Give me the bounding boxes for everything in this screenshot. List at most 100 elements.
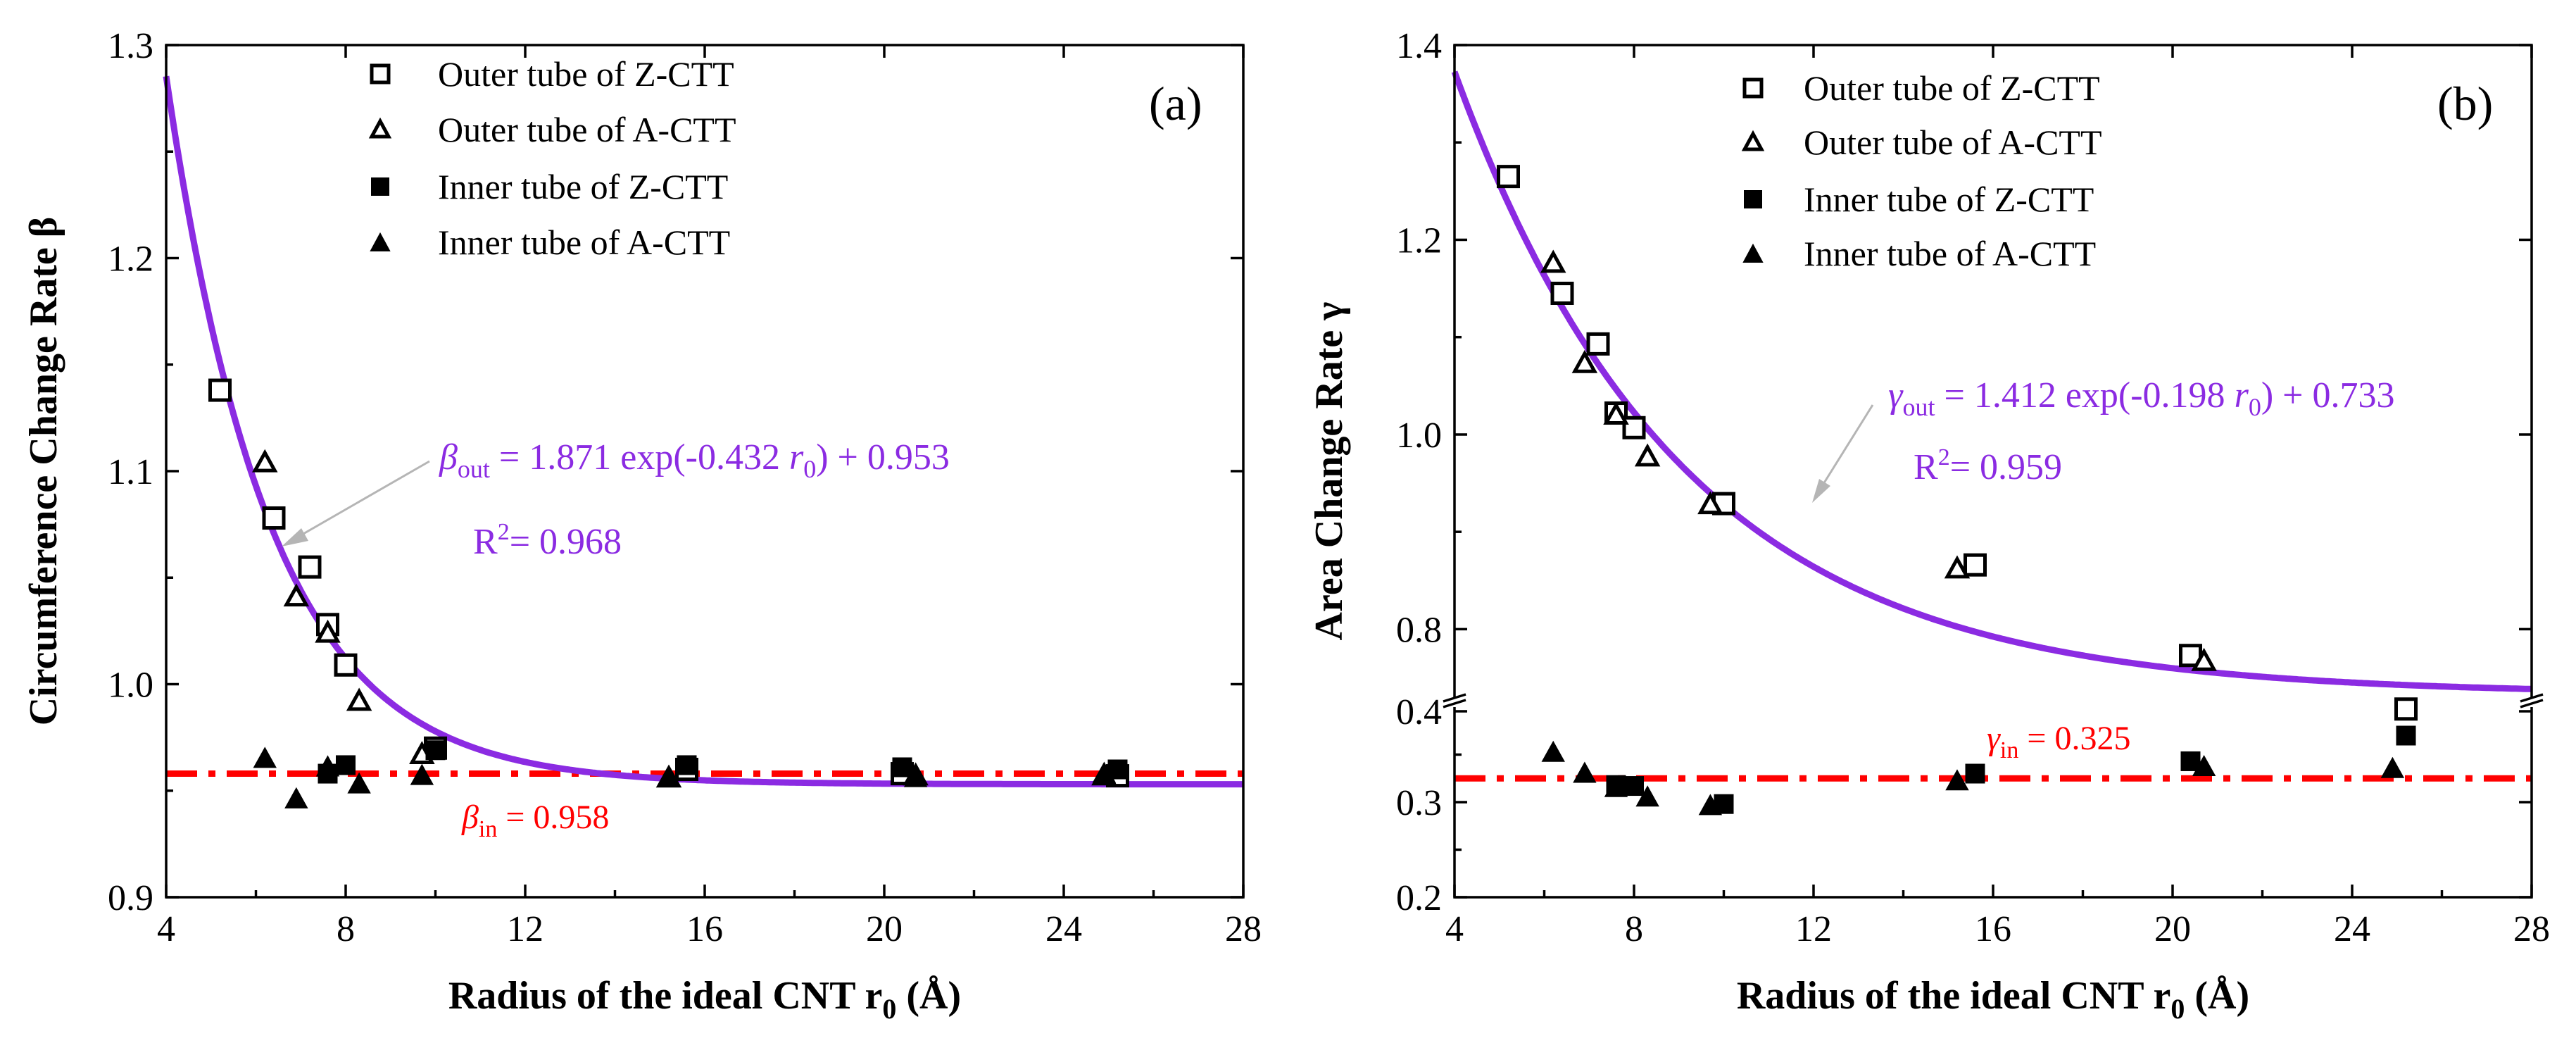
legend-a: Outer tube of Z-CTT Outer tube of A-CTT …	[368, 54, 736, 262]
data-point-filled-square	[677, 755, 697, 775]
panel-label-a: (a)	[1149, 77, 1202, 130]
x-tick-label: 8	[337, 909, 355, 949]
data-point-filled-square	[1624, 776, 1644, 797]
eq-body: = 1.412 exp(-0.198	[1935, 375, 2235, 416]
x-tick-label: 28	[2513, 909, 2550, 949]
annotation-arrow-b	[1816, 404, 1874, 494]
legend-label: Outer tube of A-CTT	[1804, 123, 2102, 162]
x-tick-label: 20	[866, 909, 903, 949]
data-point-open-square	[2394, 697, 2418, 721]
r2-exponent: 2	[1938, 444, 1950, 470]
eq-r-subscript: 0	[2249, 393, 2261, 421]
data-point-open-square	[262, 506, 286, 530]
y-tick-label: 1.0	[108, 666, 153, 706]
data-point-open-square	[1712, 492, 1735, 516]
r2-value: = 0.968	[510, 522, 622, 562]
x-axis-label-sub: 0	[2170, 993, 2185, 1025]
x-axis-label-main: Radius of the ideal CNT r	[448, 974, 883, 1018]
data-point-filled-square	[2180, 751, 2201, 771]
y-tick-label: 1.3	[108, 26, 153, 66]
data-point-filled-triangle	[1541, 740, 1565, 762]
axis-break-mark	[2520, 693, 2544, 703]
y-axis-label-b: Area Change Rate γ	[1307, 302, 1351, 641]
data-point-filled-triangle	[253, 747, 277, 768]
x-tick-label: 16	[1975, 909, 2011, 949]
data-point-filled-square	[336, 755, 356, 775]
legend-b: Outer tube of Z-CTT Outer tube of A-CTT …	[1741, 68, 2102, 273]
legend-marker-open-triangle	[368, 117, 392, 139]
x-axis-label-b: Radius of the ideal CNT r0 (Å)	[1737, 974, 2249, 1025]
data-point-filled-triangle	[2192, 754, 2216, 777]
legend-marker-open-triangle	[1741, 130, 1765, 151]
data-point-open-square	[1622, 416, 1646, 439]
legend-marker-open-square	[370, 63, 391, 85]
legend-marker-filled-triangle	[370, 232, 391, 251]
r2-exponent: 2	[498, 519, 510, 545]
x-axis-label-sub: 0	[882, 993, 896, 1025]
plot-frame-b	[1453, 44, 2533, 899]
r-squared-b: R2= 0.959	[1914, 444, 2062, 487]
axis-break-mark	[1443, 693, 1466, 703]
data-point-filled-triangle	[1573, 761, 1597, 783]
data-point-open-square	[208, 378, 232, 402]
x-tick-label: 12	[507, 909, 544, 949]
data-point-open-square	[1586, 332, 1610, 356]
y-tick-label: 0.2	[1396, 878, 1442, 918]
data-point-filled-triangle	[657, 766, 681, 787]
data-point-filled-triangle	[1945, 769, 1969, 791]
data-point-filled-triangle	[1698, 794, 1723, 816]
const-label-b: γin = 0.325	[1987, 720, 2130, 763]
plot-frame-a	[165, 44, 1245, 899]
eq-body: = 1.871 exp(-0.432	[490, 437, 789, 477]
eq-end: ) + 0.733	[2261, 375, 2395, 416]
r2-label: R	[1914, 447, 1938, 487]
eq-r-subscript: 0	[803, 455, 816, 483]
data-point-filled-square	[1714, 794, 1734, 814]
y-tick-label: 0.8	[1396, 610, 1442, 650]
legend-label: Outer tube of Z-CTT	[1804, 68, 2100, 108]
y-tick-label: 0.4	[1396, 692, 1442, 732]
data-point-open-square	[1964, 553, 1987, 577]
data-point-open-triangle	[2191, 647, 2217, 671]
data-point-open-triangle	[1540, 249, 1566, 273]
x-tick-label: 28	[1225, 909, 1262, 949]
y-tick-label: 1.2	[1396, 220, 1442, 261]
data-point-open-triangle	[1634, 443, 1661, 467]
data-point-open-square	[1497, 165, 1520, 189]
legend-label: Inner tube of Z-CTT	[438, 167, 728, 206]
x-tick-label: 12	[1795, 909, 1832, 949]
const-symbol: β	[461, 799, 479, 836]
x-tick-label: 24	[1045, 909, 1082, 949]
data-point-open-triangle	[252, 449, 278, 473]
y-tick-label: 1.4	[1396, 26, 1442, 66]
const-subscript: in	[479, 816, 497, 842]
const-value: = 0.958	[497, 799, 609, 836]
data-point-open-square	[298, 555, 322, 579]
data-point-filled-triangle	[903, 766, 928, 787]
data-point-filled-square	[425, 740, 446, 761]
y-tick-label: 1.2	[108, 239, 153, 280]
const-value: = 0.325	[2018, 720, 2130, 757]
y-tick-label: 1.1	[108, 452, 153, 492]
data-point-open-triangle	[1603, 401, 1629, 425]
data-point-filled-triangle	[1635, 785, 1659, 807]
data-point-filled-triangle	[315, 755, 340, 777]
data-point-filled-triangle	[2380, 756, 2405, 778]
fit-curve-gamma-out	[1451, 70, 2532, 692]
data-point-filled-square	[892, 757, 912, 777]
x-tick-label: 16	[686, 909, 723, 949]
panel-b: 4 8 12 16 20 24 280.20.30.40.81.01.21.4 (b) Ou…	[1307, 26, 2550, 1025]
x-axis-label-main: Radius of the ideal CNT r	[1737, 974, 2171, 1018]
r2-value: = 0.959	[1950, 447, 2062, 487]
eq-subscript: out	[458, 455, 490, 483]
legend-label: Inner tube of Z-CTT	[1804, 180, 2094, 219]
data-point-filled-triangle	[1604, 775, 1628, 797]
data-point-open-triangle	[346, 687, 372, 711]
annotation-arrow-a	[288, 460, 430, 544]
data-point-filled-triangle	[410, 763, 434, 785]
const-subscript: in	[2000, 737, 2018, 763]
fit-equation-a: βout = 1.871 exp(-0.432 r0) + 0.953	[439, 437, 950, 483]
x-tick-label: 4	[1445, 909, 1464, 949]
y-tick-label: 0.9	[108, 878, 153, 918]
